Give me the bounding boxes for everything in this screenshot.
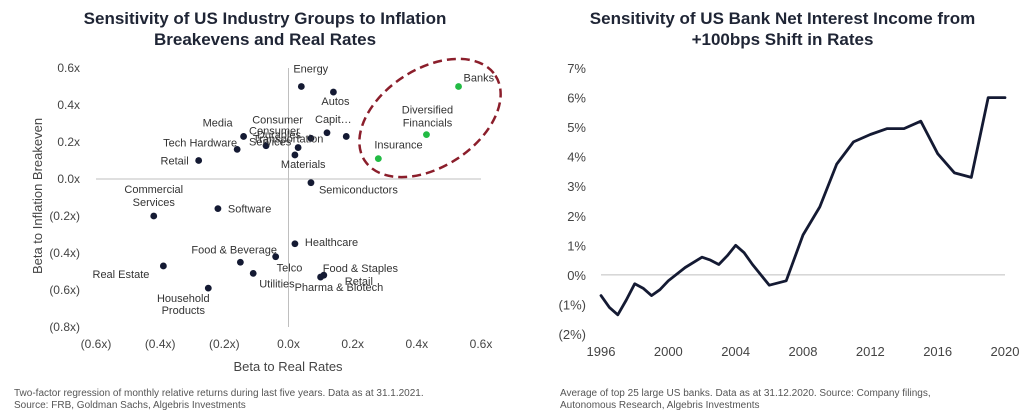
point-label: Commercial [124,184,183,196]
point-label: Household [157,293,210,305]
scatter-chart: 0.6x0.4x0.2x0.0x(0.2x)(0.4x)(0.6x)(0.8x)… [0,0,520,385]
x-tick-label: (0.2x) [209,337,240,351]
point-label: Products [162,305,206,317]
left-footnote-line2: Source: FRB, Goldman Sachs, Algebris Inv… [14,400,514,412]
scatter-point [330,89,337,96]
x-tick-label: 2004 [721,344,750,359]
point-label: Semiconductors [319,185,398,197]
point-label: Energy [293,64,328,76]
nii-sensitivity-line [601,98,1005,315]
y-tick-label: (0.6x) [49,283,80,297]
x-tick-label: 1996 [587,344,616,359]
scatter-point [455,83,462,90]
y-tick-label: 0% [567,268,586,283]
point-label: Retail [161,156,189,168]
x-tick-label: (0.4x) [145,337,176,351]
scatter-point [240,133,247,140]
y-tick-label: 2% [567,209,586,224]
x-tick-label: 0.4x [405,337,428,351]
point-label: Capit… [315,114,352,126]
x-tick-label: 0.2x [341,337,364,351]
point-label: Pharma & Biotech [295,282,384,294]
x-tick-label: 2016 [923,344,952,359]
point-label: Financials [403,118,453,130]
y-tick-label: 1% [567,238,586,253]
scatter-point [292,240,299,247]
scatter-point [250,270,257,277]
scatter-point [343,133,350,140]
x-tick-label: 2020 [991,344,1020,359]
point-label: Food & Staples [323,263,399,275]
scatter-point [298,83,305,90]
x-tick-label: 0.6x [470,337,493,351]
y-tick-label: 7% [567,61,586,76]
scatter-point [292,152,299,159]
y-tick-label: 4% [567,150,586,165]
point-label: Healthcare [305,237,358,249]
right-footnote-line1: Average of top 25 large US banks. Data a… [560,388,1020,400]
right-footnote-line2: Autonomous Research, Algebris Investment… [560,400,1020,412]
scatter-point [317,274,324,281]
scatter-point [150,213,157,220]
point-label: Transportation [253,134,324,146]
scatter-point [215,205,222,212]
scatter-point [205,285,212,292]
x-tick-label: (0.6x) [81,337,112,351]
scatter-point [195,157,202,164]
point-label: Real Estate [93,269,150,281]
line-chart: 7% 6% 5% 4% 3% 2% 1% 0% (1%) (2%)1996 2000 2004 2008… [520,0,1024,385]
scatter-point [308,179,315,186]
y-axis-title: Beta to Inflation Breakeven [30,118,45,274]
scatter-point [324,129,331,136]
x-tick-label: 2008 [789,344,818,359]
right-chart-footnote: Average of top 25 large US banks. Data a… [560,388,1020,412]
scatter-point [160,263,167,270]
y-tick-label: (0.4x) [49,246,80,260]
y-tick-label: 3% [567,179,586,194]
x-axis-title: Beta to Real Rates [233,359,343,374]
point-label: Tech Hardware [163,137,237,149]
point-label: Materials [281,159,326,171]
y-tick-label: 0.2x [57,135,80,149]
scatter-point [272,253,279,260]
y-tick-label: (0.2x) [49,209,80,223]
left-footnote-line1: Two-factor regression of monthly relativ… [14,388,514,400]
left-chart-footnote: Two-factor regression of monthly relativ… [14,388,514,412]
point-label: Insurance [374,140,422,152]
point-label: Diversified [402,105,453,117]
point-label: Banks [464,73,495,85]
point-label: Media [203,117,234,129]
y-tick-label: (1%) [559,297,586,312]
scatter-point [423,131,430,138]
point-label: Services [133,197,176,209]
y-tick-label: 0.6x [57,61,80,75]
y-tick-label: 0.4x [57,98,80,112]
y-tick-label: 5% [567,120,586,135]
point-label: Telco [277,263,303,275]
x-tick-label: 0.0x [277,337,300,351]
point-label: Software [228,204,271,216]
point-label: Utilities [259,278,295,290]
y-tick-label: 6% [567,91,586,106]
scatter-point [375,155,382,162]
y-tick-label: (2%) [559,327,586,342]
point-label: Food & Beverage [191,244,277,256]
x-tick-label: 2000 [654,344,683,359]
x-tick-label: 2012 [856,344,885,359]
scatter-point [237,259,244,266]
y-tick-label: 0.0x [57,172,80,186]
point-label: Consumer [252,114,303,126]
point-label: Autos [321,96,350,108]
y-tick-label: (0.8x) [49,320,80,334]
